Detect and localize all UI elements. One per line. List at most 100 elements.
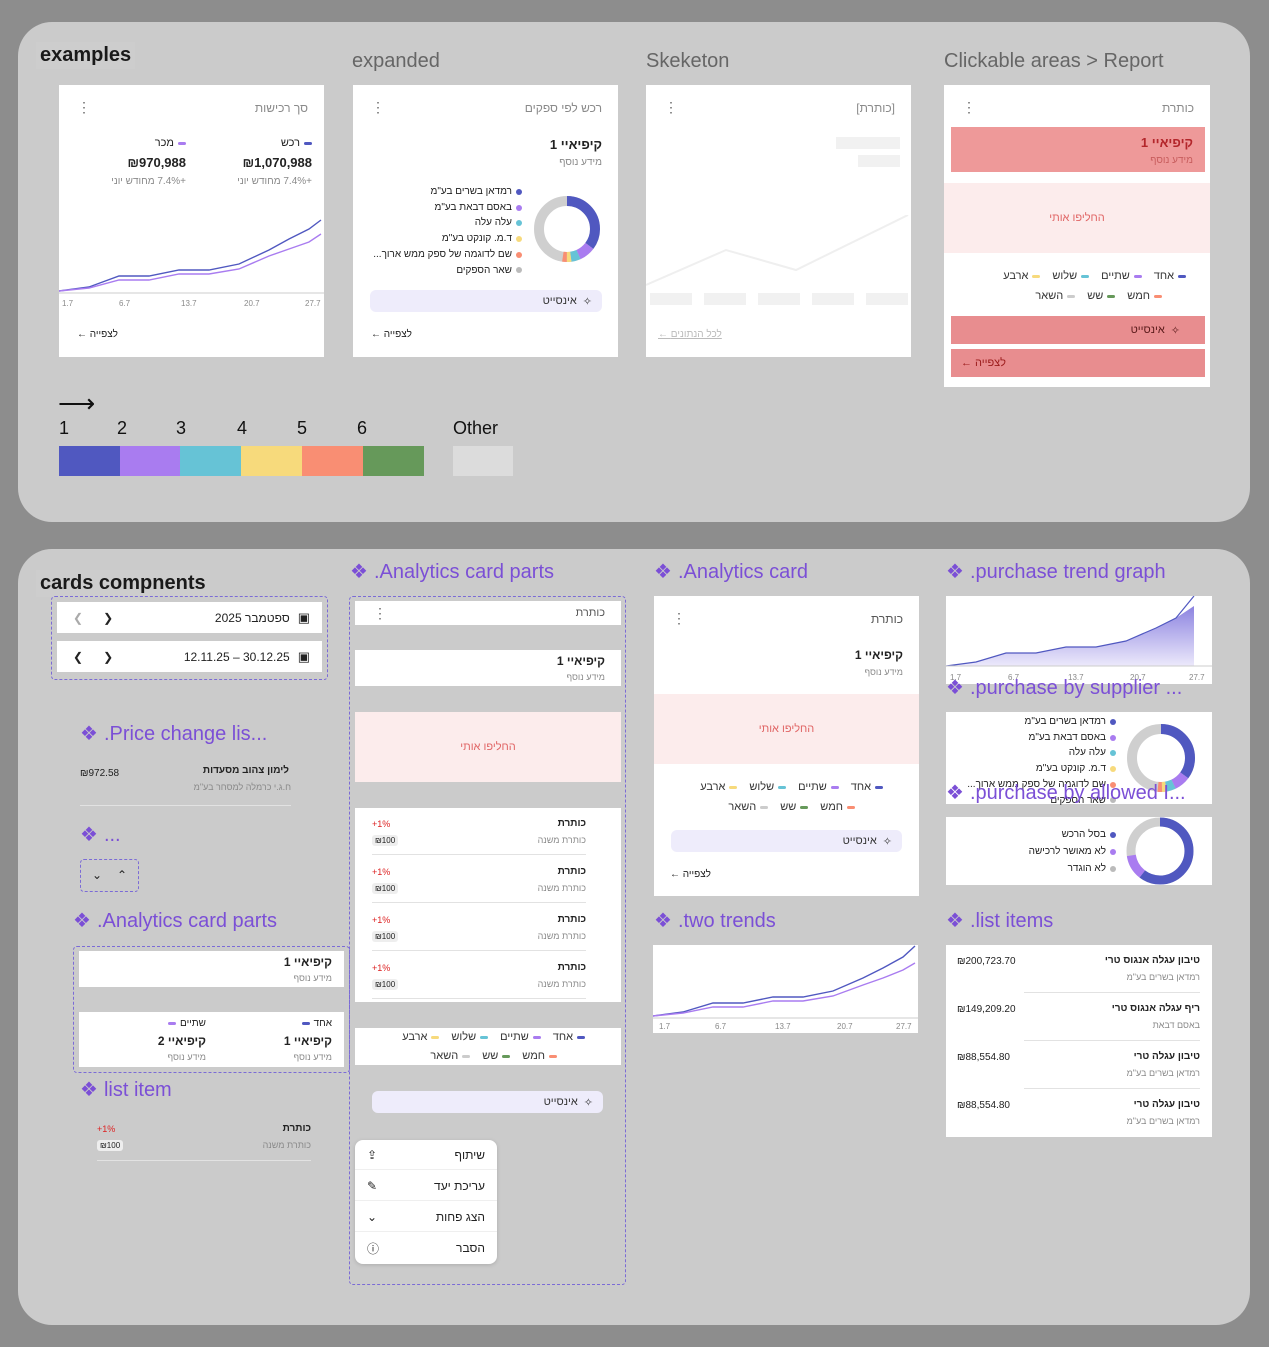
chevron-down-icon[interactable]: ⌄ <box>92 868 103 882</box>
more-menu-icon[interactable]: ⋮ <box>371 99 385 115</box>
kpi-block: קיפיאיי 1 מידע נוסף <box>550 137 602 168</box>
all-data-link[interactable]: ← לכל הנתונים <box>658 329 722 340</box>
legend-row: אחד שתיים שלוש ארבע <box>700 781 883 793</box>
swap-area[interactable]: החליפו אותי <box>944 183 1210 253</box>
context-menu: שיתוף ⇪ עריכת יעד ✎ הצג פחות ⌄ הסבר ⓘ <box>355 1140 497 1264</box>
legend-item: עלה עלה <box>946 745 1116 761</box>
legend-item: ארבע <box>700 781 738 793</box>
suppliers-card[interactable]: ⋮ רכש לפי ספקים קיפיאיי 1 מידע נוסף רמדא… <box>353 85 618 357</box>
list-item[interactable]: כותרת כותרת משנה +1% ₪100 <box>372 914 586 942</box>
header-part[interactable]: ⋮ כותרת <box>355 601 621 625</box>
list-item[interactable]: טיבון עגלה אנגוס טרי רמדאן בשרים בע"מ ₪200… <box>957 955 1200 982</box>
view-link[interactable]: ← לצפייה <box>371 329 412 340</box>
chevron-left-icon[interactable]: ❮ <box>73 649 84 664</box>
component-icon: ❖ <box>80 824 98 846</box>
item-title: טיבון עגלה טרי <box>1133 1099 1200 1110</box>
legend-item: שלוש <box>1052 270 1090 282</box>
view-clickable-area[interactable]: ← לצפייה <box>951 349 1205 377</box>
skeleton-bar <box>836 137 900 149</box>
item-sub: באסם דבאת <box>1152 1020 1200 1030</box>
purchases-card[interactable]: ⋮ סך רכישות רכש ₪1,070,988 +7.4% מחודש י… <box>59 85 324 357</box>
swap-area[interactable]: החליפו אותי <box>654 694 919 764</box>
item-title: כותרת <box>557 914 586 925</box>
analytics-card[interactable]: ⋮ כותרת קיפיאיי 1 מידע נוסף החליפו אותי … <box>654 596 919 896</box>
list-item[interactable]: טיבון עגלה טרי רמדאן בשרים בע"מ ₪88,554.80 <box>957 1099 1200 1126</box>
legend-item: שאר הספקים <box>946 793 1116 809</box>
component-icon: ❖ <box>946 677 964 699</box>
price-change-item[interactable]: לימון צהוב מסעדות ח.ג.י כרמלה למסחר בע"מ… <box>80 765 291 792</box>
change-badge: +1% <box>372 819 391 829</box>
skeleton-card: ⋮ [כותרת] ← לכל הנתונים <box>646 85 911 357</box>
more-menu-icon[interactable]: ⋮ <box>77 99 91 115</box>
item-title: טיבון עגלה אנגוס טרי <box>1104 955 1200 966</box>
insight-clickable-area[interactable]: ✧ אינסייט <box>951 316 1205 344</box>
legend-item: ארבע <box>402 1031 440 1043</box>
palette-number: 2 <box>117 418 128 438</box>
swatch-4 <box>241 446 302 476</box>
item-sub: רמדאן בשרים בע"מ <box>1126 1068 1200 1078</box>
chevron-left-icon[interactable]: ❮ <box>73 610 84 625</box>
palette-other-label: Other <box>453 418 499 438</box>
series-2 <box>653 962 916 1017</box>
allowed-donut-card: בסל הרכש לא מאושר לרכישה לא הוגדר <box>946 817 1212 885</box>
item-value: ₪88,554.80 <box>957 1100 1010 1111</box>
date-picker-month[interactable]: ❮ ❯ ספטמבר 2025 ▣ <box>57 602 322 633</box>
calendar-icon[interactable]: ▣ <box>297 648 310 664</box>
list-item[interactable]: ריף עגלה אנגוס טרי באסם דבאת ₪149,209.20 <box>957 1003 1200 1030</box>
list-item[interactable]: כותרת כותרת משנה +1% ₪100 <box>372 818 586 846</box>
list-item[interactable]: כותרת כותרת משנה +1% ₪100 <box>97 1123 311 1151</box>
sparkle-icon: ✧ <box>1170 324 1180 337</box>
legend-item: לא הוגדר <box>966 860 1116 877</box>
insight-button[interactable]: ✧ אינסייט <box>370 290 602 312</box>
chevron-up-icon[interactable]: ⌃ <box>117 868 128 882</box>
menu-item-share[interactable]: שיתוף ⇪ <box>355 1140 497 1170</box>
swap-part[interactable]: החליפו אותי <box>355 712 621 782</box>
value-badge: ₪100 <box>372 931 399 942</box>
insight-button[interactable]: ✧ אינסייט <box>372 1091 603 1113</box>
view-link[interactable]: ← לצפייה <box>670 869 711 880</box>
divider <box>97 1160 311 1161</box>
list-item[interactable]: טיבון עגלה טרי רמדאן בשרים בע"מ ₪88,554.80 <box>957 1051 1200 1078</box>
stat-sub: +7.4% מחודש יוני <box>237 176 312 187</box>
area-series <box>946 606 1194 666</box>
item-sub: ח.ג.י כרמלה למסחר בע"מ <box>193 782 291 792</box>
divider <box>1024 992 1200 993</box>
component-icon: ❖ <box>80 1079 98 1101</box>
clickable-areas-card: ⋮ כותרת קיפיאיי 1 מידע נוסף החליפו אותי … <box>944 85 1210 387</box>
kpi-part[interactable]: קיפיאיי 1 מידע נוסף <box>79 951 344 987</box>
change-badge: +1% <box>372 915 391 925</box>
legend-item: אחד <box>553 1031 585 1043</box>
menu-item-edit-target[interactable]: עריכת יעד ✎ <box>355 1171 497 1201</box>
column-title-expanded: expanded <box>352 50 440 72</box>
kpi-clickable-area[interactable]: קיפיאיי 1 מידע נוסף <box>951 127 1205 172</box>
more-menu-icon[interactable]: ⋮ <box>373 605 387 621</box>
more-menu-icon[interactable]: ⋮ <box>664 99 678 115</box>
info-icon: ⓘ <box>367 1241 380 1256</box>
menu-item-explain[interactable]: הסבר ⓘ <box>367 1241 485 1256</box>
menu-item-show-less[interactable]: הצג פחות ⌄ <box>355 1202 497 1232</box>
chevron-right-icon[interactable]: ❯ <box>103 610 114 625</box>
x-tick: 20.7 <box>244 299 260 308</box>
component-icon: ❖ <box>350 561 368 583</box>
list-item[interactable]: כותרת כותרת משנה +1% ₪100 <box>372 962 586 990</box>
kpi-sub: מידע נוסף <box>559 157 602 168</box>
donut-legend: בסל הרכש לא מאושר לרכישה לא הוגדר <box>966 826 1116 877</box>
legend-item: אחד <box>1154 270 1186 282</box>
stat-purchase: רכש ₪1,070,988 +7.4% מחודש יוני <box>237 137 312 187</box>
kpi-value: קיפיאיי 1 <box>1140 135 1193 150</box>
more-menu-icon[interactable]: ⋮ <box>672 610 686 626</box>
view-link[interactable]: ← לצפייה <box>77 329 118 340</box>
two-kpis-part[interactable]: אחד קיפיאיי 1 מידע נוסף שתיים קיפיאיי 2 … <box>79 1012 344 1067</box>
kpi-part[interactable]: קיפיאיי 1 מידע נוסף <box>355 650 621 686</box>
legend-item: באסם דבאת בע"מ <box>362 200 522 216</box>
insight-button[interactable]: ✧ אינסייט <box>671 830 902 852</box>
swatch-5 <box>302 446 363 476</box>
more-menu-icon[interactable]: ⋮ <box>962 99 976 115</box>
x-tick: 1.7 <box>659 1022 671 1031</box>
value-badge: ₪100 <box>372 835 399 846</box>
chevron-right-icon[interactable]: ❯ <box>103 649 114 664</box>
calendar-icon[interactable]: ▣ <box>297 609 310 625</box>
x-tick: 6.7 <box>715 1022 727 1031</box>
list-item[interactable]: כותרת כותרת משנה +1% ₪100 <box>372 866 586 894</box>
date-picker-range[interactable]: ❮ ❯ 12.11.25 – 30.12.25 ▣ <box>57 641 322 672</box>
